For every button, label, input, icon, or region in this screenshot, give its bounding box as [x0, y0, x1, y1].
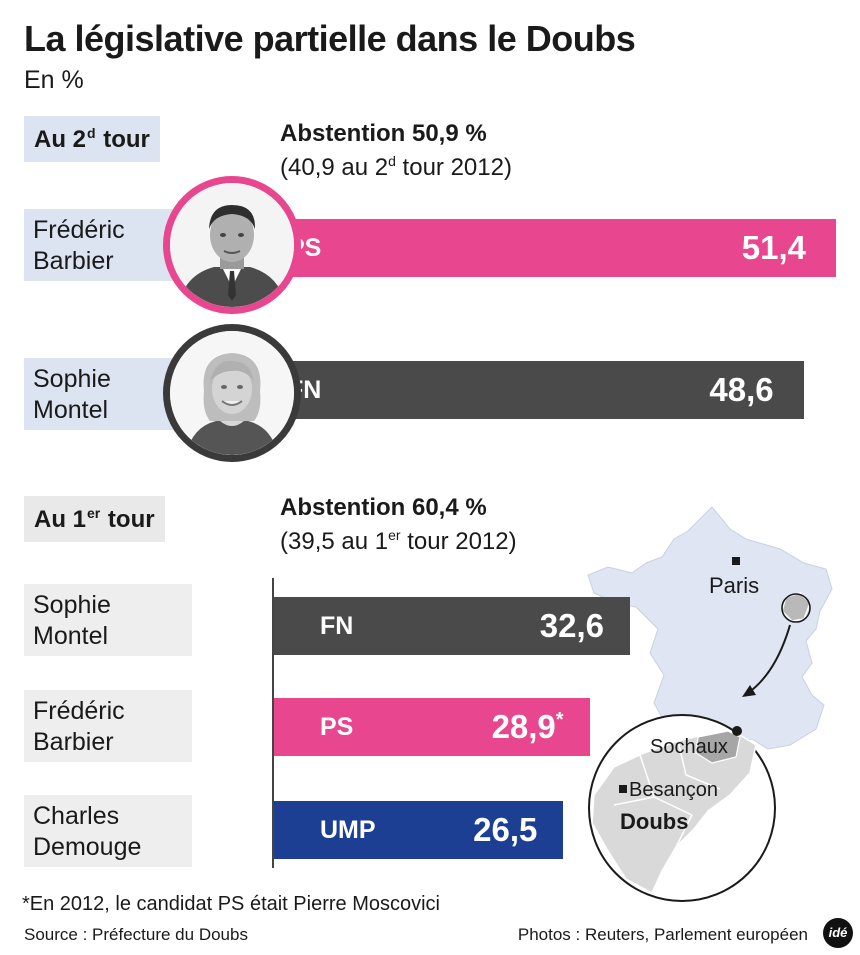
map-label-doubs: Doubs [620, 809, 688, 834]
round1-abstention: Abstention 60,4 % [280, 494, 487, 521]
bar-montel-round2: FN 48,6 [242, 361, 804, 419]
france-map [587, 506, 833, 750]
doubs-locator-map: Paris Sochaux Besançon Doubs [587, 506, 833, 902]
round2-label: Au 2d tour [24, 116, 160, 162]
round2-abstention-2012: (40,9 au 2d tour 2012) [280, 153, 512, 181]
footnote: *En 2012, le candidat PS était Pierre Mo… [22, 893, 440, 915]
map-label-besancon: Besançon [629, 779, 718, 801]
bar-value-label: 48,6 [709, 371, 774, 408]
chart-title: La législative partielle dans le Doubs [24, 18, 636, 59]
bar-value-label: 28,9* [491, 708, 564, 745]
round2-abstention: Abstention 50,9 % [280, 120, 487, 147]
bar-value-label: 26,5 [473, 811, 538, 848]
sochaux-marker [732, 726, 742, 736]
bar-party-label: UMP [320, 816, 376, 844]
bar-montel-round1: FN 32,6 [274, 597, 630, 655]
bar-party-label: FN [320, 612, 354, 640]
footnote-marker: * [555, 709, 564, 731]
bar-value-label: 32,6 [539, 607, 604, 644]
bar-barbier-round1: PS 28,9* [274, 698, 590, 756]
bar-party-label: PS [320, 713, 354, 741]
ide-logo: idé [823, 918, 853, 948]
round1-abstention-2012: (39,5 au 1er tour 2012) [280, 527, 517, 555]
zoom-arrow [747, 624, 791, 694]
zoom-arrowhead [742, 685, 756, 697]
unit-label: En % [24, 66, 84, 94]
candidate-name: Sophie Montel [24, 358, 192, 430]
bar-value-label: 51,4 [741, 229, 806, 266]
bar-barbier-round2: PS 51,4 [242, 219, 836, 277]
sochaux-area [695, 730, 741, 764]
doubs-region-divisions [613, 740, 721, 848]
montel-photo [163, 324, 301, 462]
candidate-name: Charles Demouge [24, 795, 192, 867]
source-credit: Source : Préfecture du Doubs [24, 925, 248, 944]
zoom-origin-ring [781, 593, 811, 623]
photo-credit: Photos : Reuters, Parlement européen [517, 925, 808, 944]
candidate-name: Sophie Montel [24, 584, 192, 656]
map-label-sochaux: Sochaux [650, 736, 728, 758]
besancon-marker [619, 785, 627, 793]
map-label-paris: Paris [709, 573, 759, 598]
barbier-photo [163, 176, 301, 314]
candidate-name: Frédéric Barbier [24, 690, 192, 762]
round1-label: Au 1er tour [24, 496, 165, 542]
paris-marker [732, 557, 740, 565]
bar-baseline [272, 578, 274, 868]
bar-demouge-round1: UMP 26,5 [274, 801, 564, 859]
